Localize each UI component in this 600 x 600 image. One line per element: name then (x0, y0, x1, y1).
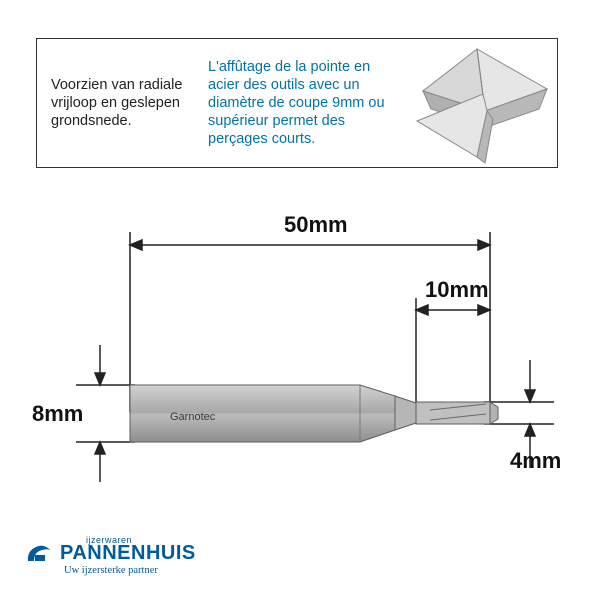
info-box: Voorzien van radiale vrijloop en geslepe… (36, 38, 558, 168)
dim-overall-length: 50mm (284, 212, 348, 238)
tip-sketch-icon (407, 39, 557, 167)
info-text-nl: Voorzien van radiale vrijloop en geslepe… (37, 62, 202, 144)
logo-mark-icon (24, 541, 54, 565)
info-text-fr: L'affûtage de la pointe en acier des out… (202, 46, 407, 161)
tool-brand-label: Garnotec (170, 411, 216, 423)
dim-shank-dia: 8mm (32, 401, 83, 427)
dim-tip-dia: 4mm (510, 448, 561, 474)
logo-tagline: Uw ijzersterke partner (64, 565, 196, 576)
dim-tip-length: 10mm (425, 277, 489, 303)
logo-name: PANNENHUIS (60, 542, 196, 565)
dimension-diagram: Garnotec 50mm 10mm 8mm 4mm (0, 210, 600, 540)
brand-logo: ijzerwaren PANNENHUIS Uw ijzersterke par… (24, 535, 196, 576)
